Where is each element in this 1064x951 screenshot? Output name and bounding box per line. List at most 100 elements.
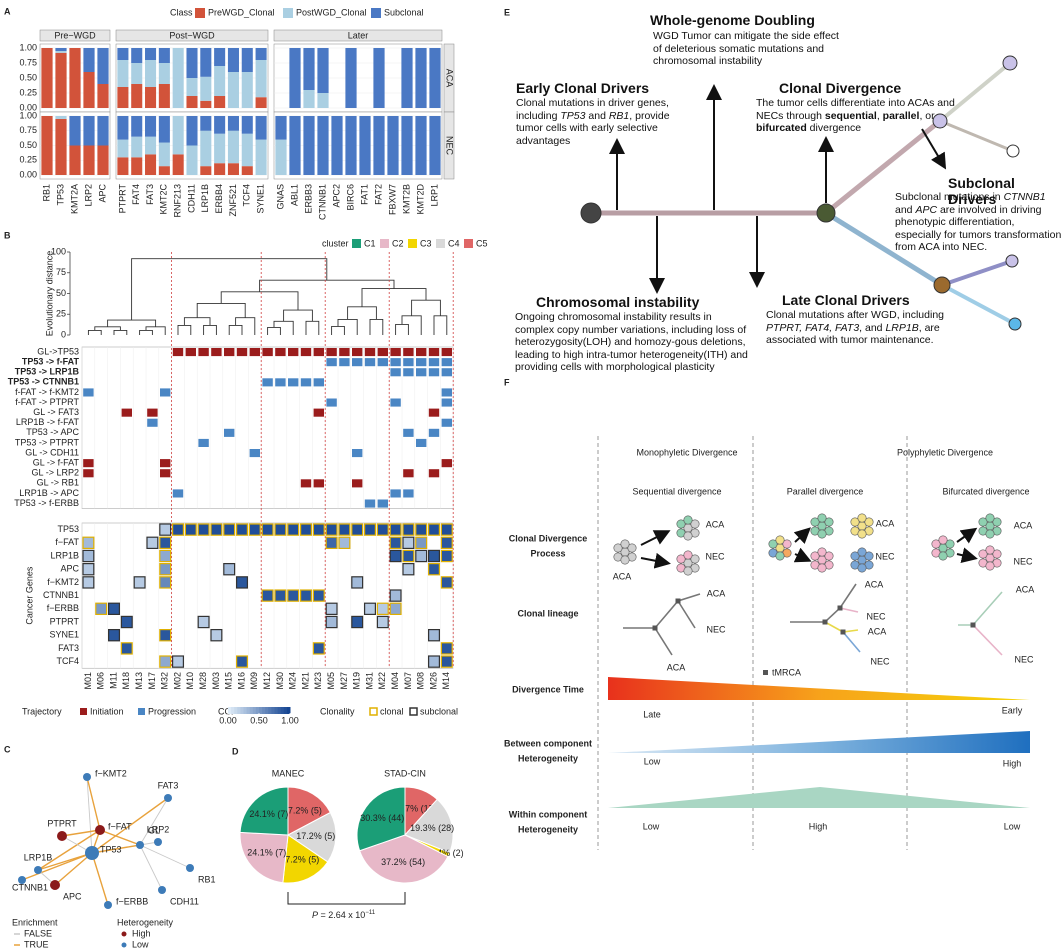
trajectory-cell xyxy=(403,348,414,357)
bar-segment xyxy=(214,96,226,108)
colorbar-step xyxy=(228,707,232,714)
column-subheader: Sequential divergence xyxy=(632,486,721,496)
facet-label: NEC xyxy=(445,136,455,156)
trajectory-cell xyxy=(326,358,337,367)
bar-segment xyxy=(214,116,226,134)
lineage-branch xyxy=(677,600,696,629)
bar-segment xyxy=(97,84,109,108)
trajectory-cell xyxy=(428,368,440,377)
trajectory-cell xyxy=(236,348,248,357)
trajectory-cell xyxy=(326,348,337,357)
between-wedge xyxy=(608,731,1030,753)
sample-label: M11 xyxy=(108,672,118,689)
node-label: LRP1B xyxy=(24,852,53,862)
colorbar-step xyxy=(259,707,263,714)
network-node xyxy=(186,864,194,872)
legend-label: Progression xyxy=(148,706,196,716)
subclonal-title: Subclonal Drivers xyxy=(948,175,1015,207)
row-label: Process xyxy=(530,548,565,558)
gene-label: CDH11 xyxy=(186,184,196,213)
dendrogram-branch xyxy=(113,330,128,335)
cell-label: ACA xyxy=(1014,520,1033,530)
bar-segment xyxy=(131,48,143,63)
strip xyxy=(443,111,455,180)
gene-cell xyxy=(159,523,172,536)
arrow xyxy=(640,552,671,569)
column-header: Monophyletic Divergence xyxy=(636,447,737,457)
trajectory-cell xyxy=(160,459,171,468)
legend-swatch xyxy=(371,8,381,18)
bar-segment xyxy=(117,139,129,158)
gene-cell xyxy=(236,523,249,536)
trajectory-cell xyxy=(428,469,440,478)
trajectory-cell xyxy=(121,408,132,417)
dendrogram-branch xyxy=(87,330,102,335)
lineage-branch xyxy=(654,627,673,656)
trajectory-cell xyxy=(198,438,209,447)
lineage-label: NEC xyxy=(1014,654,1034,664)
lineage-label: NEC xyxy=(866,611,886,621)
row-label: Divergence Time xyxy=(512,684,584,694)
pie-label: 19.3% (28) xyxy=(410,823,454,833)
bar-segment xyxy=(255,60,267,98)
sample-label: M27 xyxy=(339,672,349,690)
sample-label: M05 xyxy=(326,672,336,690)
trajectory-cell xyxy=(224,348,235,357)
bar-segment xyxy=(131,157,143,175)
trajectory-cell xyxy=(441,418,452,427)
tree-node xyxy=(1006,144,1020,158)
cell-label: NEC xyxy=(875,551,895,561)
network-edge xyxy=(91,844,141,854)
dendrogram-branch xyxy=(228,325,243,335)
tree-node xyxy=(933,276,951,294)
tmrca-mark xyxy=(840,629,846,635)
gene-cell xyxy=(236,576,249,589)
cell xyxy=(817,563,827,573)
trajectory-cell xyxy=(390,368,401,377)
group-label: Later xyxy=(348,30,369,40)
trajectory-cell xyxy=(211,348,222,357)
gene-cell xyxy=(364,523,377,536)
group-label: Post−WGD xyxy=(169,30,215,40)
sample-label: M23 xyxy=(313,672,323,690)
text: sequential xyxy=(824,109,877,122)
gene-cell xyxy=(312,642,325,655)
node-label: f−KMT2 xyxy=(95,768,127,778)
y-tick-label: 0.50 xyxy=(19,140,37,150)
cell xyxy=(864,551,874,561)
legend-title: cluster xyxy=(322,238,349,248)
y-axis-label: Evolutionary distance xyxy=(44,251,54,337)
sample-label: M32 xyxy=(160,672,170,690)
network-edge xyxy=(86,776,101,831)
row-label: TCF4 xyxy=(57,656,80,666)
gene-cell xyxy=(159,628,172,642)
gene-cell xyxy=(440,655,453,668)
gene-label: FAT1 xyxy=(359,184,369,205)
trajectory-cell xyxy=(172,489,184,498)
colorbar-label: 0.50 xyxy=(250,715,268,725)
trajectory-cell xyxy=(275,348,286,357)
tree-branch xyxy=(823,118,943,216)
dendrogram-branch xyxy=(183,317,211,326)
bracket xyxy=(287,892,406,905)
gene-cell xyxy=(172,655,185,668)
cell xyxy=(938,551,948,561)
axis-text: High xyxy=(1003,758,1022,768)
sample-label: M28 xyxy=(198,672,208,690)
gene-cell xyxy=(287,589,300,602)
cell xyxy=(938,535,948,545)
network-node xyxy=(34,866,42,874)
bar-segment xyxy=(200,116,212,131)
bar-segment xyxy=(158,142,170,167)
legend-label: PostWGD_Clonal xyxy=(296,7,367,17)
bar-segment xyxy=(172,116,184,155)
text: divergence xyxy=(806,122,862,135)
cell xyxy=(683,531,693,541)
text: The tumor cells differentiate into ACAs … xyxy=(756,97,955,122)
facet-label: ACA xyxy=(445,69,455,88)
legend-label: C2 xyxy=(392,238,404,248)
lineage-label: ACA xyxy=(1016,584,1035,594)
colorbar-step xyxy=(255,707,260,714)
bar-segment xyxy=(131,84,143,108)
bar-segment xyxy=(200,130,212,167)
